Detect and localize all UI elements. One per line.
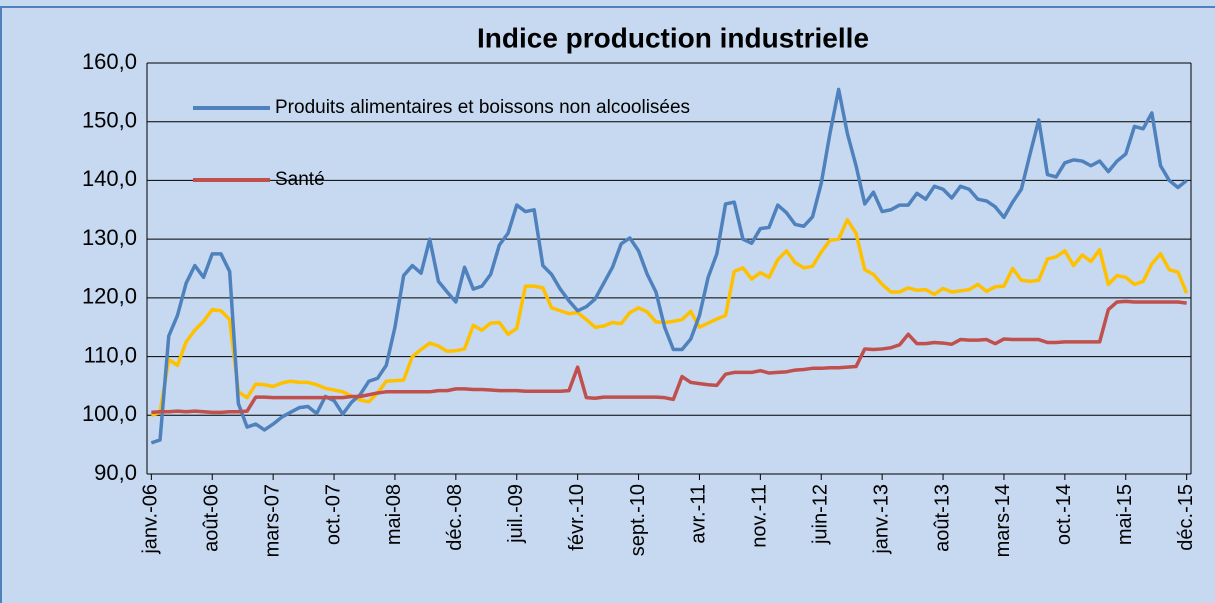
x-tick-label: févr.-10 xyxy=(566,484,588,551)
chart-title: Indice production industrielle xyxy=(477,22,869,53)
x-tick-label: juin-12 xyxy=(810,484,832,545)
x-tick-label: juil.-09 xyxy=(505,484,527,544)
y-tick-label: 120,0 xyxy=(82,284,137,309)
y-tick-label: 130,0 xyxy=(82,225,137,250)
x-tick-label: août-06 xyxy=(201,484,223,552)
x-tick-label: août-13 xyxy=(931,484,953,552)
x-tick-label: déc.-08 xyxy=(444,484,466,551)
x-tick-label: mars-14 xyxy=(992,484,1014,557)
x-tick-label: janv.-13 xyxy=(870,484,892,555)
y-tick-label: 140,0 xyxy=(82,166,137,191)
x-tick-label: déc.-15 xyxy=(1175,484,1197,551)
series-line xyxy=(151,299,1187,415)
x-tick-label: avr.-11 xyxy=(688,484,710,544)
x-tick-label: sept.-10 xyxy=(627,484,649,556)
y-tick-label: 90,0 xyxy=(94,460,137,485)
y-tick-label: 160,0 xyxy=(82,49,137,74)
y-tick-label: 100,0 xyxy=(82,401,137,426)
legend-label: Produits alimentaires et boissons non al… xyxy=(275,97,691,118)
x-tick-label: mai-15 xyxy=(1114,484,1136,545)
series-line xyxy=(150,218,1189,417)
x-tick-label: janv.-06 xyxy=(140,484,162,555)
legend-label: Santé xyxy=(275,169,325,190)
series-line xyxy=(150,87,1188,445)
x-tick-label: nov.-11 xyxy=(749,484,771,548)
x-tick-label: oct.-07 xyxy=(322,484,344,545)
x-tick-label: mai-08 xyxy=(383,484,405,545)
x-tick-label: mars-07 xyxy=(261,484,283,557)
y-tick-label: 110,0 xyxy=(84,342,137,367)
x-tick-label: oct.-14 xyxy=(1053,484,1075,545)
y-tick-label: 150,0 xyxy=(82,108,137,133)
